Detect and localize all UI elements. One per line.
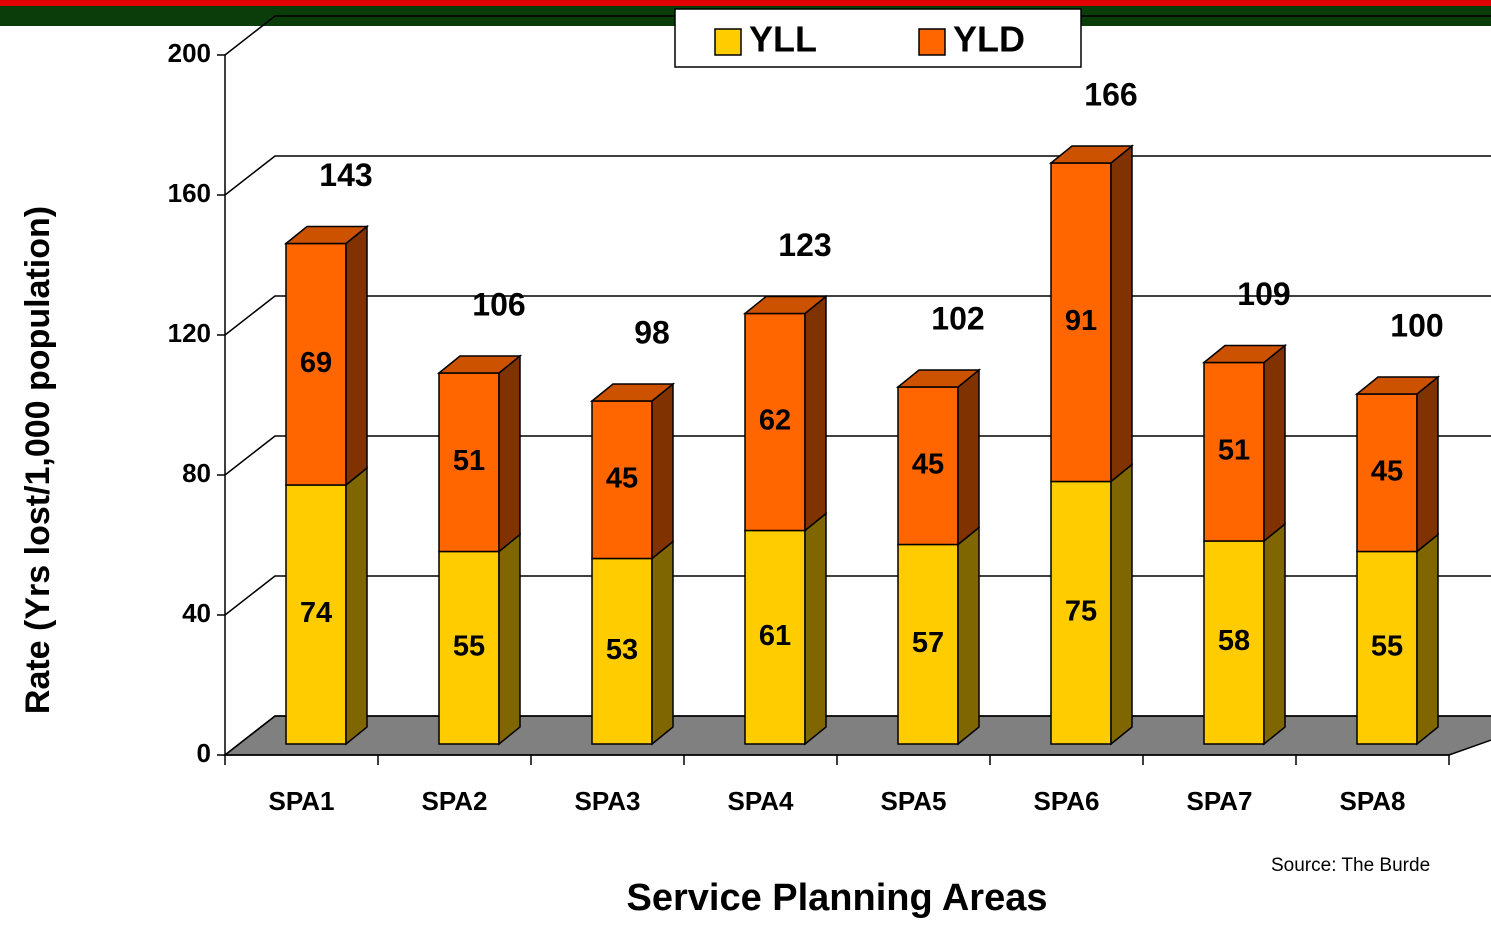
x-tick-label: SPA4: [728, 786, 795, 816]
bar-top: [1354, 376, 1441, 395]
bar-side: [957, 368, 980, 547]
bar-segment: [1356, 550, 1418, 745]
segment-label: 51: [453, 445, 485, 477]
segment-label: 55: [453, 630, 485, 662]
bar-segment: [438, 550, 500, 745]
bar-side: [804, 294, 827, 533]
x-axis-title: Service Planning Areas: [626, 877, 1047, 919]
bar-segment: [1203, 540, 1265, 745]
segment-label: 61: [759, 620, 791, 652]
segment-label: 58: [1218, 625, 1250, 657]
segment-label: 69: [300, 347, 332, 379]
y-tick-label: 40: [182, 598, 211, 628]
y-tick-label: 200: [168, 38, 211, 68]
total-label: 166: [1084, 76, 1137, 112]
x-tick-label: SPA7: [1187, 786, 1253, 816]
source-note: Source: The Burde: [1271, 855, 1430, 876]
x-tick-label: SPA3: [575, 786, 641, 816]
segment-label: 62: [759, 405, 791, 437]
bar-top: [283, 225, 370, 245]
y-tick-label: 120: [168, 318, 211, 348]
bar-top: [895, 369, 982, 388]
total-label: 109: [1237, 276, 1290, 312]
bar-side: [1110, 462, 1133, 746]
total-label: 106: [472, 286, 525, 322]
plot-area: 0 40 80 120 160 200 74 69 143 SPA1 55 51 106 SPA2 53 45…: [168, 15, 1491, 816]
bar-top: [1201, 344, 1288, 364]
total-label: 98: [634, 314, 670, 350]
bar-top: [589, 383, 676, 402]
x-tick-label: SPA5: [881, 786, 947, 816]
legend-label: YLL: [749, 19, 817, 60]
bar-side: [804, 511, 827, 746]
bar-side: [1263, 343, 1286, 543]
legend: YLL YLD: [674, 8, 1082, 68]
bar-segment: [744, 529, 806, 745]
segment-label: 45: [912, 448, 944, 480]
grid-line: [224, 15, 1491, 56]
grid-line: [224, 435, 1491, 476]
grid-line: [224, 575, 1491, 616]
y-tick-label: 80: [182, 458, 211, 488]
x-tick-label: SPA1: [269, 786, 335, 816]
y-axis-title: Rate (Yrs lost/1,000 population): [19, 206, 57, 714]
bar-side: [498, 354, 521, 554]
segment-label: 55: [1371, 630, 1403, 662]
segment-label: 91: [1065, 305, 1097, 337]
header-red-band: [0, 0, 1491, 6]
grid-line: [224, 295, 1491, 336]
bar-segment: [744, 312, 806, 532]
bar-segment: [1050, 162, 1112, 483]
segment-label: 75: [1065, 595, 1097, 627]
bar-top: [1048, 145, 1135, 164]
total-label: 123: [778, 227, 831, 263]
legend-swatch: [714, 28, 742, 56]
bar-segment: [438, 372, 500, 553]
bar-side: [1263, 522, 1286, 746]
segment-label: 45: [1371, 455, 1403, 487]
legend-box: [674, 8, 1082, 68]
bar-top: [742, 295, 829, 315]
bar-side: [1416, 532, 1439, 746]
x-tick-label: SPA2: [422, 786, 488, 816]
bar-side: [1416, 375, 1439, 554]
bar-side: [651, 382, 674, 561]
bar-segment: [897, 386, 959, 546]
x-tick-label: SPA6: [1034, 786, 1100, 816]
bar-segment: [1050, 480, 1112, 745]
total-label: 143: [319, 157, 372, 193]
bar-side: [1110, 144, 1133, 484]
bar-segment: [1203, 361, 1265, 542]
x-tick-label: SPA8: [1340, 786, 1406, 816]
bar-side: [498, 532, 521, 746]
bar-segment: [897, 543, 959, 745]
bar-segment: [591, 400, 653, 560]
floor: [222, 715, 1491, 756]
bar-side: [651, 539, 674, 746]
segment-label: 45: [606, 462, 638, 494]
segment-label: 74: [300, 597, 332, 629]
bar-side: [345, 224, 368, 487]
bar-side: [345, 466, 368, 746]
total-label: 102: [931, 300, 984, 336]
y-tick-label: 160: [168, 178, 211, 208]
grid-line: [224, 155, 1491, 196]
legend-label: YLD: [953, 19, 1025, 60]
legend-swatch: [918, 28, 946, 56]
total-label: 100: [1390, 307, 1443, 343]
y-tick-label: 0: [197, 738, 211, 768]
segment-label: 53: [606, 634, 638, 666]
segment-label: 51: [1218, 434, 1250, 466]
bar-side: [957, 525, 980, 746]
segment-label: 57: [912, 627, 944, 659]
bar-top: [436, 355, 523, 374]
bar-segment: [1356, 393, 1418, 553]
